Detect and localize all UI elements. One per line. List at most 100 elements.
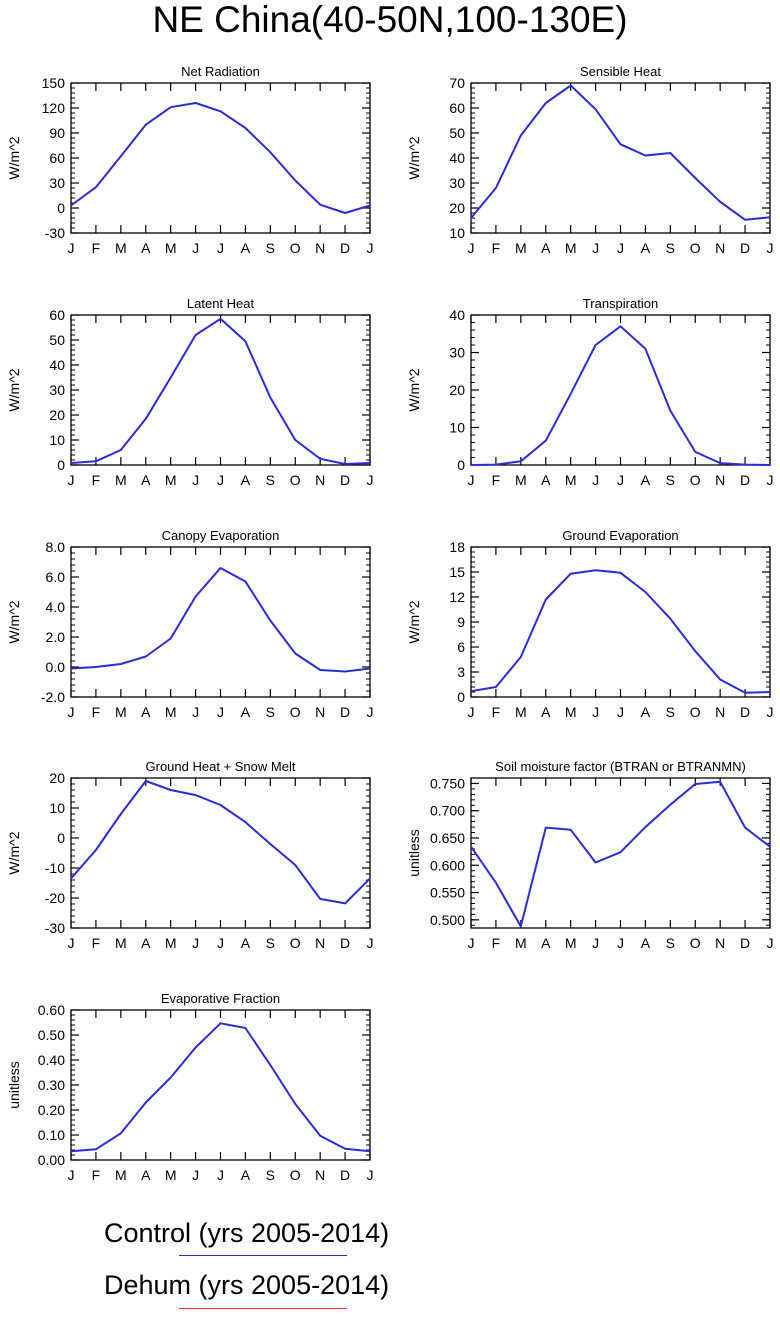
series-line: [470, 325, 771, 466]
x-tick-label: J: [192, 1167, 199, 1183]
x-tick-label: J: [68, 1167, 75, 1183]
y-tick-label: 9: [457, 614, 465, 630]
x-tick-label: N: [715, 935, 725, 951]
y-tick-label: 30: [49, 175, 65, 191]
x-tick-label: F: [92, 704, 101, 720]
plot-frame: [70, 314, 371, 466]
panel-title: Soil moisture factor (BTRAN or BTRANMN): [495, 759, 746, 774]
x-tick-label: A: [541, 472, 551, 488]
chart-panel: Evaporative Fraction unitless 0.00 0.10 0.20…: [6, 991, 374, 1183]
x-tick-label: O: [690, 472, 701, 488]
x-tick-label: J: [767, 935, 774, 951]
x-tick-label: A: [541, 935, 551, 951]
plot-frame: [470, 314, 771, 466]
y-tick-label: 0: [457, 457, 465, 473]
x-tick-label: J: [68, 240, 75, 256]
x-tick-label: J: [468, 472, 475, 488]
y-tick-label: 4.0: [46, 599, 66, 615]
x-tick-label: A: [141, 935, 151, 951]
series-line: [70, 317, 371, 465]
y-tick-label: 40: [449, 307, 465, 323]
x-tick-label: J: [767, 472, 774, 488]
x-tick-label: M: [565, 704, 577, 720]
x-tick-label: N: [315, 240, 325, 256]
x-tick-label: M: [115, 472, 127, 488]
x-tick-label: J: [617, 472, 624, 488]
x-tick-label: S: [266, 472, 275, 488]
x-tick-label: D: [340, 1167, 350, 1183]
x-tick-label: J: [217, 704, 224, 720]
x-tick-label: S: [666, 240, 675, 256]
x-tick-label: F: [492, 240, 501, 256]
x-tick-label: A: [141, 472, 151, 488]
x-tick-label: S: [666, 704, 675, 720]
x-tick-label: M: [515, 935, 527, 951]
x-tick-label: J: [192, 704, 199, 720]
x-tick-label: D: [740, 472, 750, 488]
x-tick-label: A: [641, 240, 651, 256]
y-tick-label: 6.0: [46, 569, 66, 585]
x-tick-label: N: [715, 240, 725, 256]
x-tick-label: M: [115, 935, 127, 951]
x-tick-label: S: [266, 935, 275, 951]
x-tick-label: O: [290, 935, 301, 951]
x-tick-label: J: [192, 240, 199, 256]
x-tick-label: J: [468, 935, 475, 951]
y-tick-label: 18: [449, 539, 465, 555]
series-line: [470, 569, 771, 694]
x-tick-label: M: [165, 935, 177, 951]
x-tick-label: M: [515, 240, 527, 256]
y-tick-label: -10: [45, 860, 65, 876]
y-tick-label: 0.550: [430, 885, 465, 901]
y-tick-label: 30: [449, 345, 465, 361]
y-tick-label: 0.60: [38, 1002, 65, 1018]
x-tick-label: O: [290, 1167, 301, 1183]
x-tick-label: S: [266, 1167, 275, 1183]
y-tick-label: 150: [42, 75, 66, 91]
y-tick-label: 10: [449, 225, 465, 241]
x-tick-label: J: [468, 704, 475, 720]
y-tick-label: 0: [57, 830, 65, 846]
series-line: [470, 780, 771, 928]
x-tick-label: D: [340, 704, 350, 720]
y-tick-label: 0: [57, 200, 65, 216]
y-axis-label: W/m^2: [6, 136, 22, 179]
x-tick-label: D: [340, 240, 350, 256]
x-tick-label: N: [315, 935, 325, 951]
x-tick-label: J: [68, 472, 75, 488]
x-tick-label: J: [68, 704, 75, 720]
y-tick-label: 15: [449, 564, 465, 580]
x-tick-label: N: [715, 472, 725, 488]
y-tick-label: 10: [449, 420, 465, 436]
x-tick-label: J: [468, 240, 475, 256]
y-tick-label: 20: [49, 770, 65, 786]
series-line: [470, 84, 771, 221]
x-tick-label: J: [367, 704, 374, 720]
panel-title: Net Radiation: [181, 64, 260, 79]
x-tick-label: J: [617, 935, 624, 951]
x-tick-label: A: [241, 1167, 251, 1183]
legend-line-dehum: [179, 1308, 347, 1309]
x-tick-label: J: [592, 935, 599, 951]
y-tick-label: 20: [449, 200, 465, 216]
x-tick-label: J: [617, 704, 624, 720]
x-tick-label: M: [165, 472, 177, 488]
y-tick-label: 0.30: [38, 1077, 65, 1093]
x-tick-label: F: [92, 935, 101, 951]
x-tick-label: M: [165, 704, 177, 720]
x-tick-label: J: [217, 472, 224, 488]
x-tick-label: M: [565, 240, 577, 256]
y-axis-label: W/m^2: [6, 600, 22, 643]
x-tick-label: D: [740, 704, 750, 720]
x-tick-label: A: [541, 704, 551, 720]
x-tick-label: O: [290, 704, 301, 720]
x-tick-label: O: [290, 472, 301, 488]
y-axis-label: W/m^2: [406, 368, 422, 411]
x-tick-label: A: [241, 240, 251, 256]
y-tick-label: 2.0: [46, 629, 66, 645]
x-tick-label: D: [740, 240, 750, 256]
series-line: [70, 780, 371, 905]
